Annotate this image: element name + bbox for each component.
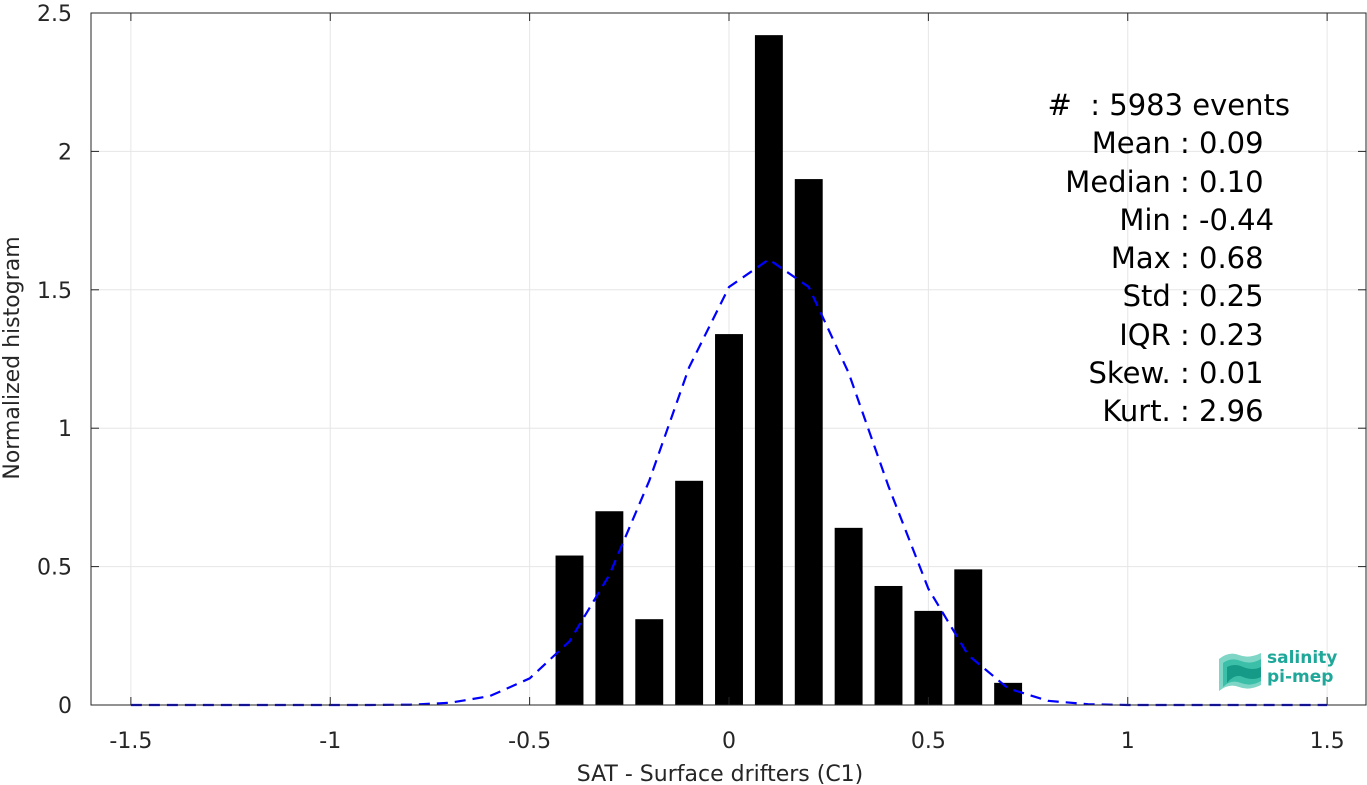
x-tick-label: 1	[1121, 729, 1135, 754]
y-axis-label: Normalized histogram	[0, 236, 25, 479]
y-tick-label: 2	[58, 140, 72, 165]
stat-value: : 0.23	[1180, 317, 1264, 352]
stat-row-iqr: IQR : 0.23	[960, 316, 1290, 354]
histogram-bar	[914, 610, 943, 705]
stat-key: Mean	[1091, 126, 1180, 161]
histogram-bar	[675, 480, 704, 705]
stat-key: Std	[1122, 279, 1180, 314]
stat-value: : 0.68	[1180, 241, 1264, 276]
stat-key: #	[1047, 88, 1091, 122]
stat-value: : 0.10	[1180, 164, 1264, 199]
histogram-bar	[595, 511, 624, 705]
stat-key: Min	[1119, 202, 1180, 237]
y-tick-label: 1	[58, 417, 72, 442]
stat-row-std: Std : 0.25	[960, 277, 1290, 315]
x-tick-label: -1	[319, 729, 341, 754]
stat-key: Max	[1110, 241, 1180, 276]
x-tick-label: -0.5	[508, 729, 551, 754]
x-axis-label: SAT - Surface drifters (C1)	[577, 762, 864, 785]
wave-logo-icon	[1219, 653, 1261, 691]
histogram-bar	[794, 179, 823, 705]
stat-row-max: Max : 0.68	[960, 239, 1290, 277]
stat-value: : 2.96	[1180, 394, 1264, 429]
stat-key: Skew.	[1088, 356, 1180, 391]
y-tick-label: 0	[58, 694, 72, 719]
x-tick-label: -1.5	[109, 729, 152, 754]
x-tick-label: 1.5	[1310, 729, 1345, 754]
logo-line-1: salinity	[1267, 648, 1338, 668]
histogram-bar	[754, 35, 783, 706]
stat-row-count: # : 5983 events	[960, 86, 1290, 124]
stat-row-min: Min : -0.44	[960, 201, 1290, 239]
stat-key: IQR	[1119, 317, 1180, 352]
histogram-bar	[635, 619, 664, 705]
stats-box: # : 5983 events Mean : 0.09 Median : 0.1…	[960, 86, 1290, 431]
logo-line-2: pi-mep	[1267, 667, 1334, 687]
histogram-bar	[994, 682, 1023, 705]
axis-ticks: -1.5 -1 -0.5 0 0.5 1 1.5 0 0.5 1 1.5 2 2.5	[37, 2, 1366, 754]
y-tick-label: 0.5	[37, 556, 72, 581]
stat-key: Median	[1065, 164, 1180, 199]
stat-row-kurt: Kurt. : 2.96	[960, 392, 1290, 430]
y-tick-label: 1.5	[37, 279, 72, 304]
histogram-bar	[874, 585, 903, 705]
stat-row-median: Median : 0.10	[960, 163, 1290, 201]
stat-value: : 5983 events	[1090, 88, 1290, 122]
stat-value: : -0.44	[1180, 202, 1275, 237]
stat-value: : 0.09	[1180, 126, 1264, 161]
y-tick-label: 2.5	[37, 2, 72, 27]
logo-text: salinity pi-mep	[1267, 649, 1337, 687]
stat-key: Kurt.	[1102, 394, 1180, 429]
x-tick-label: 0	[722, 729, 736, 754]
stat-row-mean: Mean : 0.09	[960, 124, 1290, 162]
salinity-pimep-logo: salinity pi-mep	[1217, 647, 1347, 695]
histogram-bar	[954, 569, 983, 705]
stat-value: : 0.25	[1180, 279, 1264, 314]
histogram-bar	[555, 555, 584, 705]
histogram-bars	[555, 35, 1023, 706]
stat-value: : 0.01	[1180, 356, 1264, 391]
x-tick-label: 0.5	[911, 729, 946, 754]
stat-row-skew: Skew. : 0.01	[960, 354, 1290, 392]
histogram-bar	[834, 527, 863, 705]
histogram-bar	[715, 334, 743, 705]
